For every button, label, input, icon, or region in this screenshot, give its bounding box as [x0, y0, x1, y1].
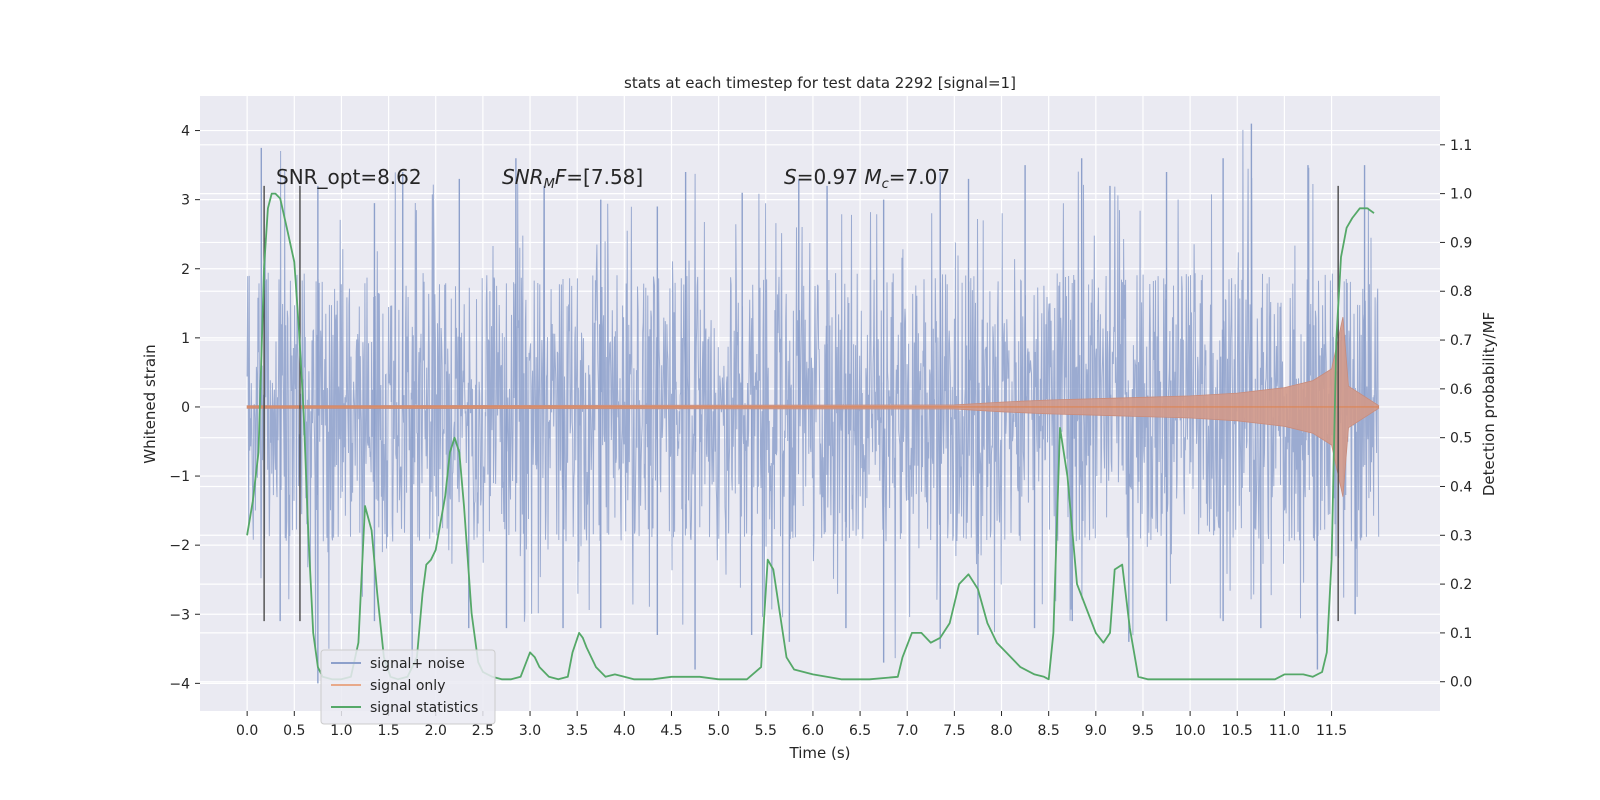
x-tick-label: 8.5	[1038, 723, 1060, 739]
y-axis-right: 0.0 0.1 0.2 0.3 0.4 0.5 0.6 0.7 0.8 0.9 1.0 1.1	[1440, 138, 1472, 691]
x-tick-label: 0.5	[283, 723, 305, 739]
y2-tick-label: 1.0	[1450, 187, 1472, 203]
series-signal-statistics	[246, 192, 1375, 681]
y2-tick-label: 0.4	[1450, 479, 1472, 495]
series-signal-only	[246, 317, 1380, 497]
legend-label-signal-noise: signal+ noise	[370, 656, 465, 672]
x-tick-label: 6.5	[849, 723, 871, 739]
y-tick-label: −3	[169, 607, 190, 623]
x-tick-label: 0.0	[236, 723, 258, 739]
y2-tick-label: 0.9	[1450, 235, 1472, 251]
legend-label-signal-statistics: signal statistics	[370, 700, 478, 716]
x-tick-label: 11.5	[1316, 723, 1347, 739]
legend-frame	[320, 649, 496, 725]
y-tick-label: 2	[181, 262, 190, 278]
y2-tick-label: 0.1	[1450, 626, 1472, 642]
y-axis-title: Whitened strain	[141, 344, 159, 463]
annotation-s-mc: S=0.97 Mc=7.07	[784, 165, 950, 192]
y-tick-label: −1	[169, 469, 190, 485]
x-tick-label: 2.5	[472, 723, 494, 739]
x-tick-label: 8.0	[990, 723, 1012, 739]
x-tick-label: 4.0	[613, 723, 635, 739]
y-tick-label: −2	[169, 538, 190, 554]
annotation-snr-mf: SNRMF=[7.58]	[502, 165, 643, 192]
x-tick-label: 10.0	[1175, 723, 1206, 739]
x-tick-label: 7.0	[896, 723, 918, 739]
y2-tick-label: 1.1	[1450, 138, 1472, 154]
x-axis: 0.0 0.5 1.0 1.5 2.0 2.5 3.0 3.5 4.0 4.5 5.0 5.5 6.0 6…	[236, 711, 1347, 739]
y-tick-label: 3	[181, 193, 190, 209]
x-tick-label: 5.0	[707, 723, 729, 739]
y2-tick-label: 0.0	[1450, 675, 1472, 691]
y-tick-label: 4	[181, 124, 190, 140]
y-axis-left: −4 −3 −2 −1 0 1 2 3 4	[169, 124, 200, 692]
y2-tick-label: 0.3	[1450, 528, 1472, 544]
y2-tick-label: 0.8	[1450, 284, 1472, 300]
x-tick-label: 11.0	[1269, 723, 1300, 739]
x-tick-label: 4.5	[660, 723, 682, 739]
legend: signal+ noise signal only signal statist…	[320, 649, 496, 725]
y-tick-label: 0	[181, 400, 190, 416]
y-tick-label: 1	[181, 331, 190, 347]
chart-title: stats at each timestep for test data 229…	[624, 74, 1016, 92]
y2-axis-title: Detection probability/MF	[1480, 312, 1498, 496]
x-tick-label: 7.5	[943, 723, 965, 739]
x-tick-label: 1.0	[330, 723, 352, 739]
y2-tick-label: 0.5	[1450, 431, 1472, 447]
x-tick-label: 3.5	[566, 723, 588, 739]
statistics-line	[246, 192, 1375, 681]
x-tick-label: 2.0	[425, 723, 447, 739]
x-tick-label: 9.0	[1085, 723, 1107, 739]
x-tick-label: 6.0	[802, 723, 824, 739]
x-tick-label: 1.5	[377, 723, 399, 739]
legend-label-signal-only: signal only	[370, 678, 445, 694]
x-axis-title: Time (s)	[789, 744, 851, 762]
y2-tick-label: 0.7	[1450, 333, 1472, 349]
series-signal-noise	[246, 123, 1380, 684]
x-tick-label: 3.0	[519, 723, 541, 739]
x-tick-label: 5.5	[755, 723, 777, 739]
x-tick-label: 9.5	[1132, 723, 1154, 739]
y2-tick-label: 0.2	[1450, 577, 1472, 593]
x-tick-label: 10.5	[1222, 723, 1253, 739]
y-tick-label: −4	[169, 676, 190, 692]
annotation-snr-opt: SNR_opt=8.62	[276, 165, 422, 189]
y2-tick-label: 0.6	[1450, 382, 1472, 398]
